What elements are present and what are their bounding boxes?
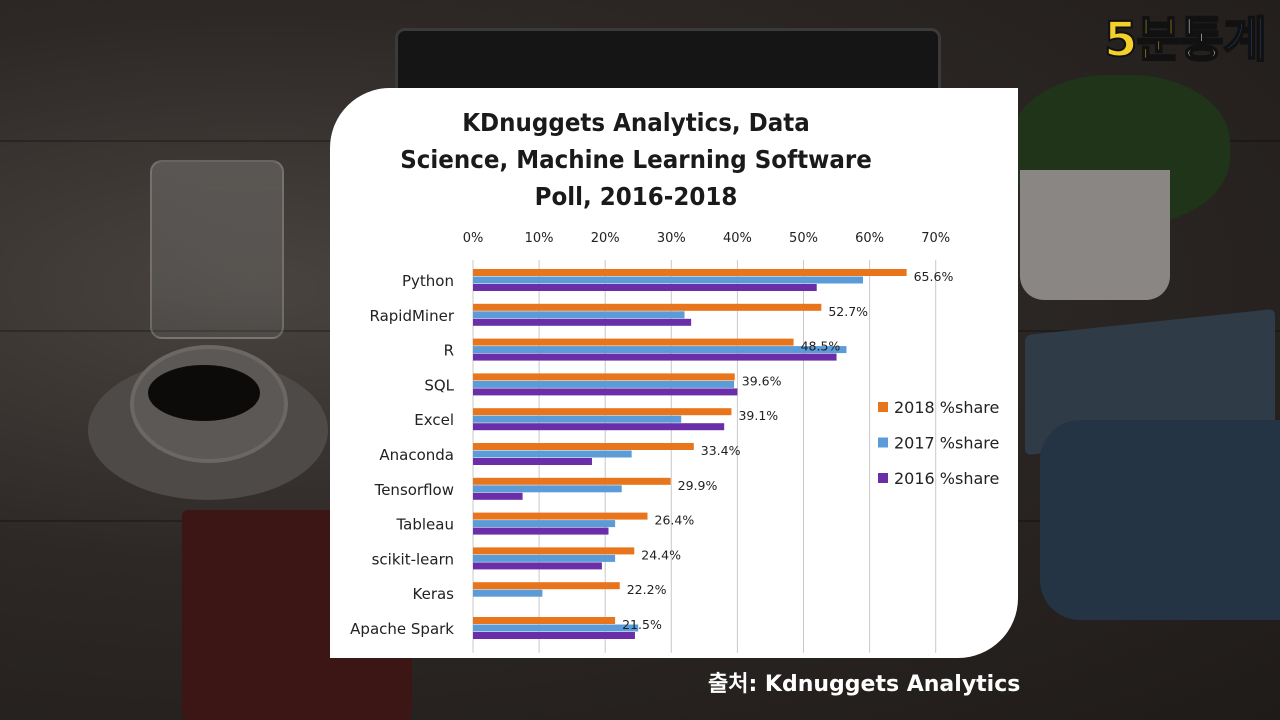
bar-2016 — [473, 284, 817, 291]
channel-logo: 5분통계 — [1103, 15, 1268, 65]
bar-2018 — [473, 269, 907, 276]
x-tick-label: 30% — [657, 231, 686, 246]
bar-2018 — [473, 408, 732, 416]
bar-2016 — [473, 388, 738, 396]
chart-card — [330, 88, 1018, 658]
category-label: Apache Spark — [350, 620, 454, 638]
x-tick-label: 10% — [525, 231, 554, 246]
category-label: scikit-learn — [372, 550, 454, 568]
bar-2016 — [473, 492, 523, 500]
category-label: Anaconda — [379, 446, 454, 464]
bar-2018 — [473, 443, 694, 450]
bar-2018 — [473, 303, 822, 311]
bar-2017 — [473, 415, 682, 423]
data-label: 21.5% — [622, 617, 662, 632]
bar-chart: 0% 10% 20% 30% 40% 50% 60% 70% Python 65.6% RapidM… — [350, 231, 999, 653]
data-label: 65.6% — [914, 269, 954, 284]
bar-2016 — [473, 423, 725, 431]
data-label: 52.7% — [828, 304, 868, 319]
bar-2018 — [473, 617, 616, 624]
bar-2017 — [473, 346, 847, 354]
data-label: 26.4% — [655, 513, 695, 528]
x-tick-label: 70% — [921, 231, 950, 246]
sleeve-shape — [1040, 420, 1280, 620]
legend-swatch — [878, 437, 888, 448]
water-glass-shape — [150, 160, 284, 339]
chart-title: KDnuggets Analytics, Data Science, Machi… — [400, 108, 872, 211]
category-label: Keras — [413, 585, 455, 603]
bar-2017 — [473, 554, 616, 562]
legend-label: 2018 %share — [894, 398, 999, 417]
data-label: 29.9% — [678, 478, 718, 493]
bar-2017 — [473, 276, 863, 284]
bar-2016 — [473, 632, 635, 639]
bar-2017 — [473, 624, 639, 632]
legend-label: 2016 %share — [894, 469, 999, 488]
bar-2018 — [473, 338, 794, 346]
bar-2017 — [473, 520, 616, 528]
x-tick-label: 0% — [463, 231, 484, 246]
x-tick-label: 20% — [591, 231, 620, 246]
data-label: 33.4% — [701, 443, 741, 458]
bar-2016 — [473, 562, 602, 570]
bar-2018 — [473, 373, 735, 381]
bar-2016 — [473, 527, 609, 535]
category-label: R — [444, 342, 454, 360]
category-label: Tableau — [396, 516, 455, 534]
plant-pot-shape — [1020, 170, 1170, 300]
data-label: 48.5% — [801, 339, 841, 354]
bar-2017 — [473, 589, 543, 597]
source-caption: 출처: Kdnuggets Analytics — [708, 672, 1021, 697]
category-label: RapidMiner — [369, 307, 454, 325]
category-label: Tensorflow — [374, 481, 454, 499]
bar-2016 — [473, 318, 692, 326]
bar-2017 — [473, 311, 685, 319]
x-tick-label: 50% — [789, 231, 818, 246]
bar-2017 — [473, 450, 632, 458]
data-label: 22.2% — [627, 582, 667, 597]
category-label: Python — [402, 272, 454, 290]
legend-label: 2017 %share — [894, 434, 999, 453]
x-tick-label: 40% — [723, 231, 752, 246]
logo-part-3: 계 — [1222, 12, 1268, 68]
data-label: 39.6% — [742, 373, 782, 388]
category-label: SQL — [424, 376, 454, 394]
bar-2017 — [473, 380, 735, 388]
legend-swatch — [878, 473, 888, 483]
bar-2018 — [473, 547, 635, 555]
legend-swatch — [878, 402, 888, 412]
data-label: 24.4% — [641, 547, 681, 562]
bar-2018 — [473, 477, 671, 485]
x-tick-label: 60% — [855, 231, 884, 246]
bar-2016 — [473, 353, 837, 361]
bar-2018 — [473, 582, 620, 590]
logo-part-2: 통 — [1179, 12, 1225, 68]
coffee-shape — [148, 365, 260, 421]
data-label: 39.1% — [738, 408, 778, 423]
logo-part-1: 5분 — [1103, 12, 1182, 68]
bar-2016 — [473, 458, 592, 465]
category-label: Excel — [414, 411, 454, 429]
bar-2017 — [473, 485, 622, 493]
bar-2018 — [473, 512, 648, 520]
